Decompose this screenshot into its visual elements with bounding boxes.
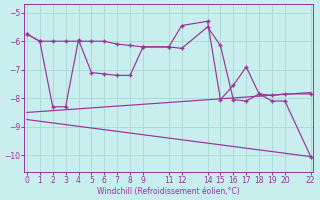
X-axis label: Windchill (Refroidissement éolien,°C): Windchill (Refroidissement éolien,°C) [98, 187, 240, 196]
